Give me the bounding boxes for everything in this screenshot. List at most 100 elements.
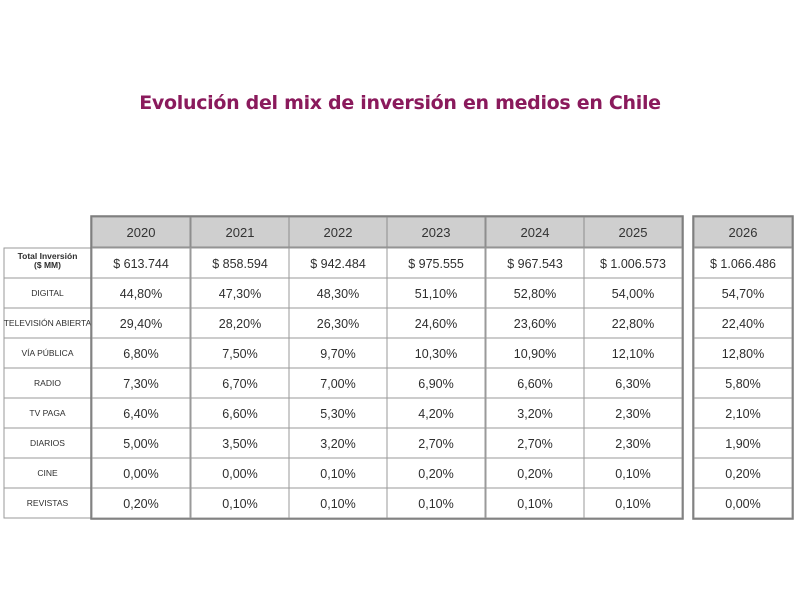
cell-digital-2025	[583, 277, 683, 309]
value-via-publica-2022: 9,70%	[320, 347, 355, 361]
cell-revistas-2025	[583, 487, 683, 519]
header-cell-2024	[485, 216, 585, 248]
header-cell-2020	[91, 216, 191, 248]
cell-diarios-2026	[693, 427, 793, 459]
row-label-radio: RADIO	[34, 378, 61, 388]
cell-television-abierta-2026	[693, 307, 793, 339]
value-television-abierta-2020: 29,40%	[120, 317, 162, 331]
cell-revistas-2026	[693, 487, 793, 519]
column-header-2024: 2024	[521, 225, 550, 240]
column-header-2020: 2020	[127, 225, 156, 240]
row-label-cine: CINE	[37, 468, 58, 478]
column-header-2026: 2026	[729, 225, 758, 240]
cell-television-abierta-2022	[288, 307, 388, 339]
cell-total-2024	[485, 247, 585, 279]
cell-diarios-2021	[190, 427, 290, 459]
header-cell-2023	[386, 216, 486, 248]
row-label-cell-diarios	[3, 427, 92, 459]
cell-television-abierta-2023	[386, 307, 486, 339]
value-revistas-2025: 0,10%	[615, 497, 650, 511]
value-diarios-2025: 2,30%	[615, 437, 650, 451]
group-frames	[90, 215, 794, 520]
cell-diarios-2020	[91, 427, 191, 459]
value-total-2025: $ 1.006.573	[600, 257, 666, 271]
value-total-2022: $ 942.484	[310, 257, 366, 271]
cell-cine-2026	[693, 457, 793, 489]
value-total-2026: $ 1.066.486	[710, 257, 776, 271]
cell-radio-2025	[583, 367, 683, 399]
cell-radio-2021	[190, 367, 290, 399]
cell-digital-2022	[288, 277, 388, 309]
value-total-2024: $ 967.543	[507, 257, 563, 271]
cell-television-abierta-2024	[485, 307, 585, 339]
cell-total-2023	[386, 247, 486, 279]
value-revistas-2023: 0,10%	[418, 497, 453, 511]
value-cine-2024: 0,20%	[517, 467, 552, 481]
value-digital-2024: 52,80%	[514, 287, 556, 301]
cell-diarios-2023	[386, 427, 486, 459]
value-tv-paga-2022: 5,30%	[320, 407, 355, 421]
cell-via-publica-2025	[583, 337, 683, 369]
cell-tv-paga-2022	[288, 397, 388, 429]
row-label-cell-revistas	[3, 487, 92, 519]
cell-tv-paga-2021	[190, 397, 290, 429]
value-total-2023: $ 975.555	[408, 257, 464, 271]
cell-radio-2026	[693, 367, 793, 399]
value-via-publica-2020: 6,80%	[123, 347, 158, 361]
value-digital-2023: 51,10%	[415, 287, 457, 301]
value-television-abierta-2025: 22,80%	[612, 317, 654, 331]
value-via-publica-2023: 10,30%	[415, 347, 457, 361]
cell-cine-2025	[583, 457, 683, 489]
value-digital-2021: 47,30%	[219, 287, 261, 301]
cell-via-publica-2024	[485, 337, 585, 369]
cell-cine-2020	[91, 457, 191, 489]
header-cell-2025	[583, 216, 683, 248]
row-labels: Total Inversión($ MM) DIGITAL TELEVISIÓN A…	[3, 247, 92, 519]
column-header-2021: 2021	[226, 225, 255, 240]
table-body: $ 613.744 $ 858.594 $ 942.484 $ 975.555 $ 96…	[91, 247, 793, 519]
value-revistas-2022: 0,10%	[320, 497, 355, 511]
row-label-television-abierta: TELEVISIÓN ABIERTA	[4, 318, 92, 328]
cell-diarios-2022	[288, 427, 388, 459]
cell-diarios-2024	[485, 427, 585, 459]
value-digital-2026: 54,70%	[722, 287, 764, 301]
value-revistas-2026: 0,00%	[725, 497, 760, 511]
value-diarios-2020: 5,00%	[123, 437, 158, 451]
value-tv-paga-2021: 6,60%	[222, 407, 257, 421]
row-label-tv-paga: TV PAGA	[29, 408, 66, 418]
value-cine-2023: 0,20%	[418, 467, 453, 481]
value-diarios-2026: 1,90%	[725, 437, 760, 451]
cell-total-2021	[190, 247, 290, 279]
cell-via-publica-2020	[91, 337, 191, 369]
value-cine-2026: 0,20%	[725, 467, 760, 481]
value-digital-2025: 54,00%	[612, 287, 654, 301]
value-radio-2021: 6,70%	[222, 377, 257, 391]
value-via-publica-2026: 12,80%	[722, 347, 764, 361]
cell-television-abierta-2020	[91, 307, 191, 339]
cell-cine-2023	[386, 457, 486, 489]
cell-cine-2022	[288, 457, 388, 489]
row-label-cell-via-publica	[3, 337, 92, 369]
cell-digital-2023	[386, 277, 486, 309]
row-label-cell-cine	[3, 457, 92, 489]
value-tv-paga-2024: 3,20%	[517, 407, 552, 421]
cell-via-publica-2026	[693, 337, 793, 369]
value-diarios-2024: 2,70%	[517, 437, 552, 451]
value-tv-paga-2023: 4,20%	[418, 407, 453, 421]
frame-2026	[692, 215, 794, 520]
value-total-2020: $ 613.744	[113, 257, 169, 271]
header-cell-2021	[190, 216, 290, 248]
cell-television-abierta-2025	[583, 307, 683, 339]
value-radio-2023: 6,90%	[418, 377, 453, 391]
cell-total-2025	[583, 247, 683, 279]
row-label-total-line-2: ($ MM)	[34, 260, 61, 270]
column-header-2025: 2025	[619, 225, 648, 240]
value-tv-paga-2020: 6,40%	[123, 407, 158, 421]
cell-revistas-2022	[288, 487, 388, 519]
value-revistas-2024: 0,10%	[517, 497, 552, 511]
cell-revistas-2023	[386, 487, 486, 519]
value-television-abierta-2026: 22,40%	[722, 317, 764, 331]
value-digital-2022: 48,30%	[317, 287, 359, 301]
cell-total-2026	[693, 247, 793, 279]
cell-diarios-2025	[583, 427, 683, 459]
